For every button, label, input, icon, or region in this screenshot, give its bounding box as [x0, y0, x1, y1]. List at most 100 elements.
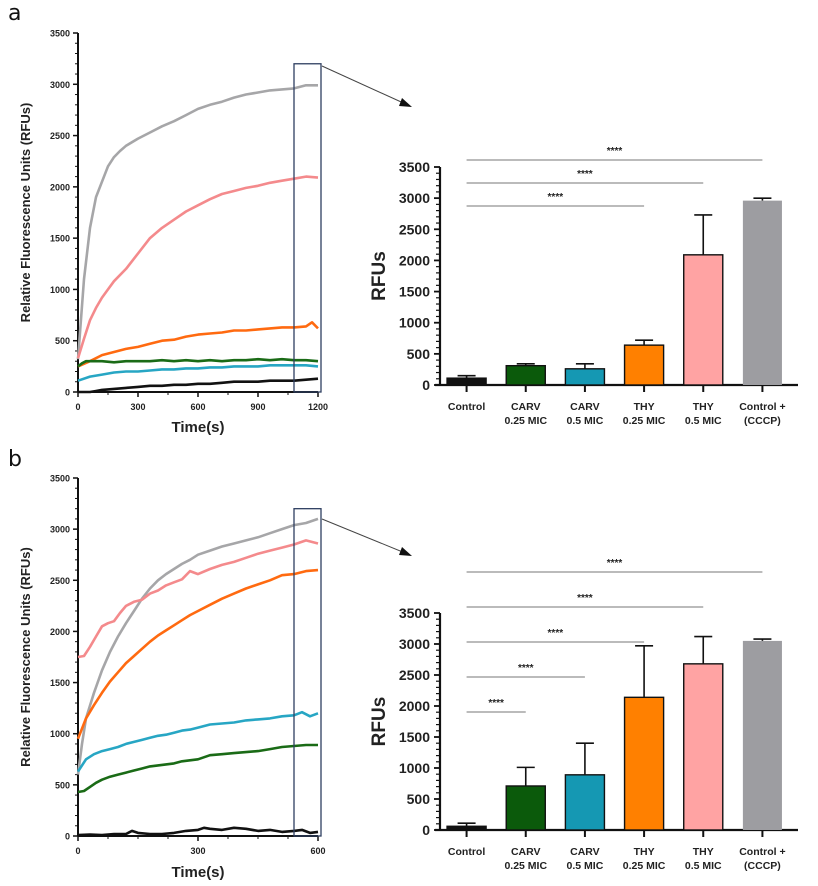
- y-tick-label: 3500: [399, 159, 430, 175]
- x-axis-label: Time(s): [171, 864, 224, 881]
- series-line-thy-0-25-mic: [76, 568, 319, 740]
- x-tick-label: 300: [190, 846, 205, 856]
- series-line-thy-0-5-mic: [76, 175, 319, 359]
- y-tick-label: 3000: [50, 525, 70, 535]
- x-tick-label: CARV: [570, 846, 600, 858]
- y-axis-label: RFUs: [369, 697, 390, 747]
- y-axis-label: RFUs: [369, 251, 390, 301]
- series-line-carv-0-5-mic: [77, 363, 319, 382]
- y-tick-label: 3500: [399, 605, 430, 621]
- significance-label: ****: [548, 628, 564, 639]
- y-axis-label: Relative Fluorescence Units (RFUs): [18, 103, 33, 323]
- y-tick-label: 1500: [399, 284, 430, 300]
- y-tick-label: 2500: [399, 667, 430, 683]
- y-tick-label: 500: [55, 336, 70, 346]
- significance-label: ****: [518, 663, 534, 674]
- y-tick-label: 3500: [50, 29, 70, 39]
- bar-carv-0-5-mic: [564, 774, 606, 831]
- y-tick-label: 2000: [399, 698, 430, 714]
- x-tick-label: CARV: [570, 401, 600, 413]
- x-tick-label: 0.25 MIC: [504, 860, 547, 872]
- x-tick-label: 300: [130, 402, 145, 412]
- y-tick-label: 0: [65, 832, 70, 842]
- x-tick-label: THY: [634, 846, 655, 858]
- series-line-control: [77, 826, 319, 837]
- y-tick-label: 2500: [50, 131, 70, 141]
- x-tick-label: 1200: [308, 402, 328, 412]
- bar-thy-0-25-mic: [623, 696, 665, 831]
- y-tick-label: 1500: [50, 678, 70, 688]
- y-tick-label: 3000: [399, 190, 430, 206]
- series-line-control-cccp-: [76, 84, 318, 360]
- x-tick-label: (CCCP): [744, 860, 781, 872]
- x-tick-label: 600: [190, 402, 205, 412]
- y-tick-label: 2500: [50, 576, 70, 586]
- y-tick-label: 3500: [50, 474, 70, 484]
- y-tick-label: 2000: [50, 627, 70, 637]
- y-tick-label: 3000: [50, 80, 70, 90]
- y-tick-label: 500: [407, 346, 431, 362]
- bar-carv-0-25-mic: [505, 364, 546, 386]
- y-tick-label: 2000: [50, 182, 70, 192]
- x-tick-label: 0.5 MIC: [567, 415, 604, 427]
- y-tick-label: 0: [65, 388, 70, 398]
- bar-thy-0-5-mic: [683, 254, 724, 386]
- series-line-carv-0-25-mic: [77, 743, 318, 794]
- x-tick-label: 900: [250, 402, 265, 412]
- panel-label: b: [8, 447, 22, 472]
- x-tick-label: Control +: [739, 846, 785, 858]
- x-tick-label: 0.25 MIC: [504, 415, 547, 427]
- y-axis-label: Relative Fluorescence Units (RFUs): [18, 547, 33, 767]
- zoom-connector-line: [321, 65, 411, 107]
- significance-label: ****: [607, 146, 623, 157]
- y-tick-label: 1000: [50, 285, 70, 295]
- x-tick-label: 0.25 MIC: [623, 415, 666, 427]
- significance-label: ****: [488, 698, 504, 709]
- x-tick-label: (CCCP): [744, 415, 781, 427]
- significance-label: ****: [577, 169, 593, 180]
- x-tick-label: 0.5 MIC: [685, 415, 722, 427]
- x-tick-label: 0: [75, 402, 80, 412]
- highlight-window: [293, 508, 322, 837]
- y-tick-label: 2500: [399, 221, 430, 237]
- bar-carv-0-5-mic: [564, 368, 606, 386]
- y-tick-label: 1500: [50, 234, 70, 244]
- y-tick-label: 1000: [50, 729, 70, 739]
- bar-carv-0-25-mic: [505, 785, 546, 831]
- x-tick-label: 0: [75, 846, 80, 856]
- highlight-window: [293, 63, 322, 393]
- y-tick-label: 500: [407, 791, 431, 807]
- bar-control: [446, 825, 487, 831]
- zoom-connector-line: [321, 518, 411, 556]
- series-line-thy-0-25-mic: [77, 320, 319, 368]
- x-tick-label: THY: [693, 401, 714, 413]
- series-line-control: [78, 377, 319, 394]
- x-tick-label: CARV: [511, 401, 541, 413]
- significance-label: ****: [577, 593, 593, 604]
- y-tick-label: 2000: [399, 252, 430, 268]
- significance-label: ****: [607, 558, 623, 569]
- series-line-thy-0-5-mic: [77, 539, 319, 659]
- series-line-carv-0-25-mic: [77, 357, 319, 368]
- x-tick-label: 600: [310, 846, 325, 856]
- x-tick-label: Control: [448, 401, 485, 413]
- x-tick-label: Control +: [739, 401, 785, 413]
- y-tick-label: 0: [422, 822, 430, 838]
- bar-control: [446, 377, 487, 386]
- bar-control-cccp-: [742, 640, 782, 830]
- bar-thy-0-5-mic: [683, 663, 724, 831]
- x-tick-label: 0.5 MIC: [685, 860, 722, 872]
- series-line-carv-0-5-mic: [76, 710, 319, 773]
- bar-control-cccp-: [742, 200, 782, 385]
- x-tick-label: THY: [634, 401, 655, 413]
- y-tick-label: 1000: [399, 760, 430, 776]
- y-tick-label: 1500: [399, 729, 430, 745]
- zoom-arrow-head: [399, 547, 412, 556]
- y-tick-label: 3000: [399, 636, 430, 652]
- significance-label: ****: [548, 192, 564, 203]
- x-tick-label: THY: [693, 846, 714, 858]
- y-tick-label: 500: [55, 780, 70, 790]
- bar-thy-0-25-mic: [623, 344, 665, 386]
- zoom-arrow-head: [399, 98, 412, 107]
